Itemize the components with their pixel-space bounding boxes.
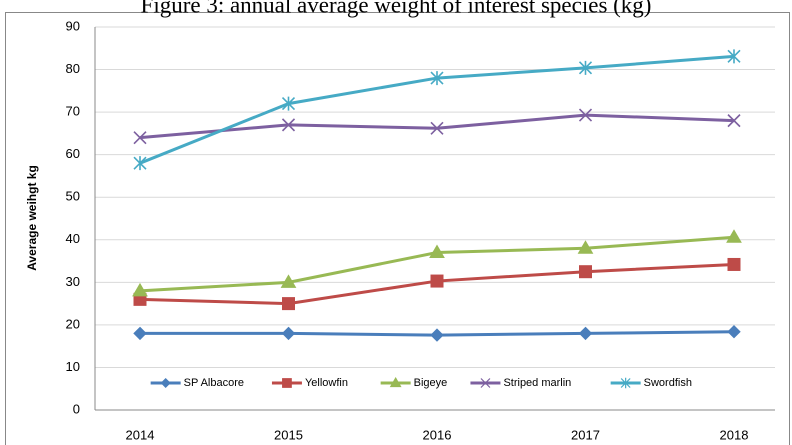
marker: [578, 60, 593, 75]
marker: [133, 131, 147, 145]
marker: [132, 282, 148, 297]
legend-item: Yellowfin: [271, 377, 348, 389]
marker: [282, 297, 295, 311]
marker: [282, 378, 292, 388]
legend-label: Yellowfin: [305, 377, 348, 389]
y-tick-label: 90: [66, 18, 80, 33]
y-tick-label: 70: [66, 104, 80, 119]
legend-label: Swordfish: [644, 377, 692, 389]
y-tick-label: 30: [66, 274, 80, 289]
marker: [577, 240, 594, 254]
marker: [133, 326, 147, 341]
marker: [281, 96, 296, 111]
y-axis-label: Average weihgt kg: [25, 165, 39, 271]
marker: [430, 274, 444, 288]
marker: [160, 377, 171, 389]
x-tick-label: 2014: [126, 427, 155, 442]
x-tick-label: 2016: [423, 427, 452, 442]
marker: [727, 257, 741, 271]
marker: [133, 156, 147, 171]
marker: [727, 324, 741, 339]
marker: [430, 71, 444, 86]
x-tick-label: 2015: [274, 427, 303, 442]
x-tick-label: 2017: [571, 427, 600, 442]
marker: [389, 377, 402, 388]
y-tick-label: 50: [66, 189, 80, 204]
legend-label: SP Albacore: [184, 377, 244, 389]
marker: [480, 378, 491, 388]
marker: [429, 244, 445, 259]
marker: [430, 121, 444, 135]
legend-item: Striped marlin: [470, 377, 571, 389]
marker: [430, 328, 444, 342]
legend-item: Swordfish: [610, 377, 692, 389]
marker: [281, 326, 296, 341]
y-tick-label: 80: [66, 61, 80, 76]
marker: [726, 229, 742, 243]
legend-item: SP Albacore: [150, 377, 244, 389]
x-tick-label: 2018: [720, 427, 749, 442]
y-tick-label: 10: [66, 359, 80, 374]
marker: [281, 118, 296, 132]
y-tick-label: 60: [66, 146, 80, 161]
marker: [280, 274, 297, 288]
marker: [578, 108, 593, 122]
marker: [727, 114, 741, 128]
y-tick-label: 40: [66, 231, 80, 246]
chart-title: Figure 3: annual average weight of inter…: [141, 0, 652, 17]
y-tick-label: 20: [66, 316, 80, 331]
legend-label: Striped marlin: [503, 377, 571, 389]
marker: [578, 326, 593, 341]
marker: [620, 377, 631, 389]
legend-item: Bigeye: [380, 377, 448, 389]
legend-label: Bigeye: [414, 377, 448, 389]
marker: [727, 49, 741, 64]
y-tick-label: 0: [73, 401, 80, 416]
marker: [579, 265, 592, 279]
